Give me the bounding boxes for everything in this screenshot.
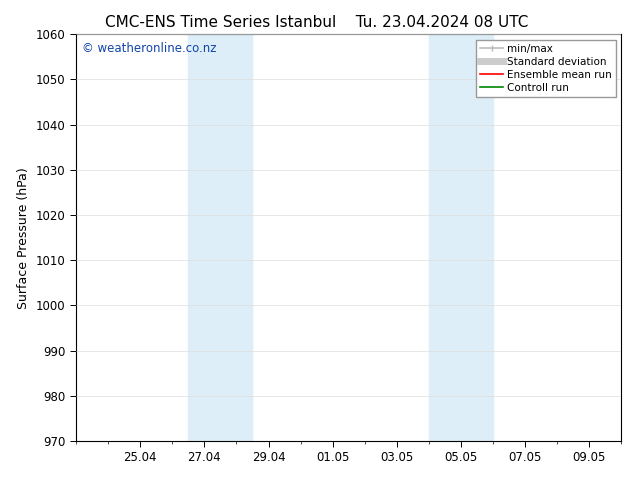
Bar (188, 34, 252, 441)
Text: CMC-ENS Time Series Istanbul    Tu. 23.04.2024 08 UTC: CMC-ENS Time Series Istanbul Tu. 23.04.2… (105, 15, 529, 30)
Bar (429, 34, 493, 441)
Text: © weatheronline.co.nz: © weatheronline.co.nz (82, 43, 216, 55)
Y-axis label: Surface Pressure (hPa): Surface Pressure (hPa) (17, 167, 30, 309)
Legend: min/max, Standard deviation, Ensemble mean run, Controll run: min/max, Standard deviation, Ensemble me… (476, 40, 616, 97)
